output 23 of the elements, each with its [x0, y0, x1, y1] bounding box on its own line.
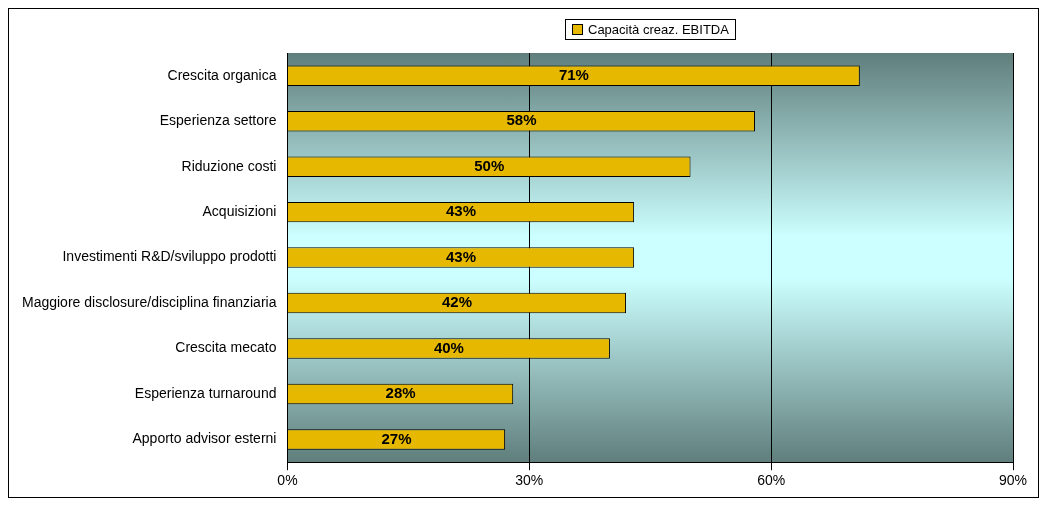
data-label: 28% — [385, 384, 416, 402]
y-tick-label: Apporto advisor esterni — [132, 430, 277, 447]
text: Capacità creaz. EBITDA — [588, 22, 729, 37]
data-label: 42% — [441, 293, 473, 311]
data-label: 58% — [506, 111, 537, 129]
x-tick-label: 30% — [515, 472, 544, 489]
data-label: 43% — [446, 202, 477, 220]
x-tick-label: 90% — [998, 472, 1028, 489]
data-label: 50% — [474, 156, 505, 174]
x-tick-label: 60% — [757, 472, 786, 489]
y-tick-label: Investimenti R&D/sviluppo prodotti — [62, 248, 277, 265]
data-label: 40% — [433, 338, 464, 356]
y-tick-label: Acquisizioni — [202, 202, 277, 219]
y-tick-label: Riduzione costi — [181, 157, 277, 174]
data-label: 43% — [446, 247, 477, 265]
x-tick-label: 0% — [277, 472, 298, 489]
data-label: 71% — [558, 65, 589, 83]
y-tick-label: Esperienza settore — [159, 112, 277, 129]
data-label: 27% — [381, 429, 412, 447]
y-tick-label: Crescita organica — [167, 66, 277, 83]
y-tick-label: Crescita mecato — [175, 339, 277, 356]
y-tick-label: Maggiore disclosure/disciplina finanziaria — [21, 293, 277, 310]
y-tick-label: Esperienza turnaround — [134, 384, 277, 401]
